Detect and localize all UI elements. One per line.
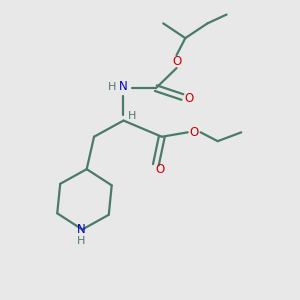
Text: H: H bbox=[108, 82, 116, 92]
Text: N: N bbox=[76, 223, 85, 236]
Text: H: H bbox=[76, 236, 85, 246]
Text: O: O bbox=[156, 163, 165, 176]
Text: O: O bbox=[172, 55, 181, 68]
Text: H: H bbox=[128, 111, 136, 121]
Text: N: N bbox=[119, 80, 128, 93]
Text: O: O bbox=[184, 92, 194, 105]
Text: O: O bbox=[190, 126, 199, 139]
